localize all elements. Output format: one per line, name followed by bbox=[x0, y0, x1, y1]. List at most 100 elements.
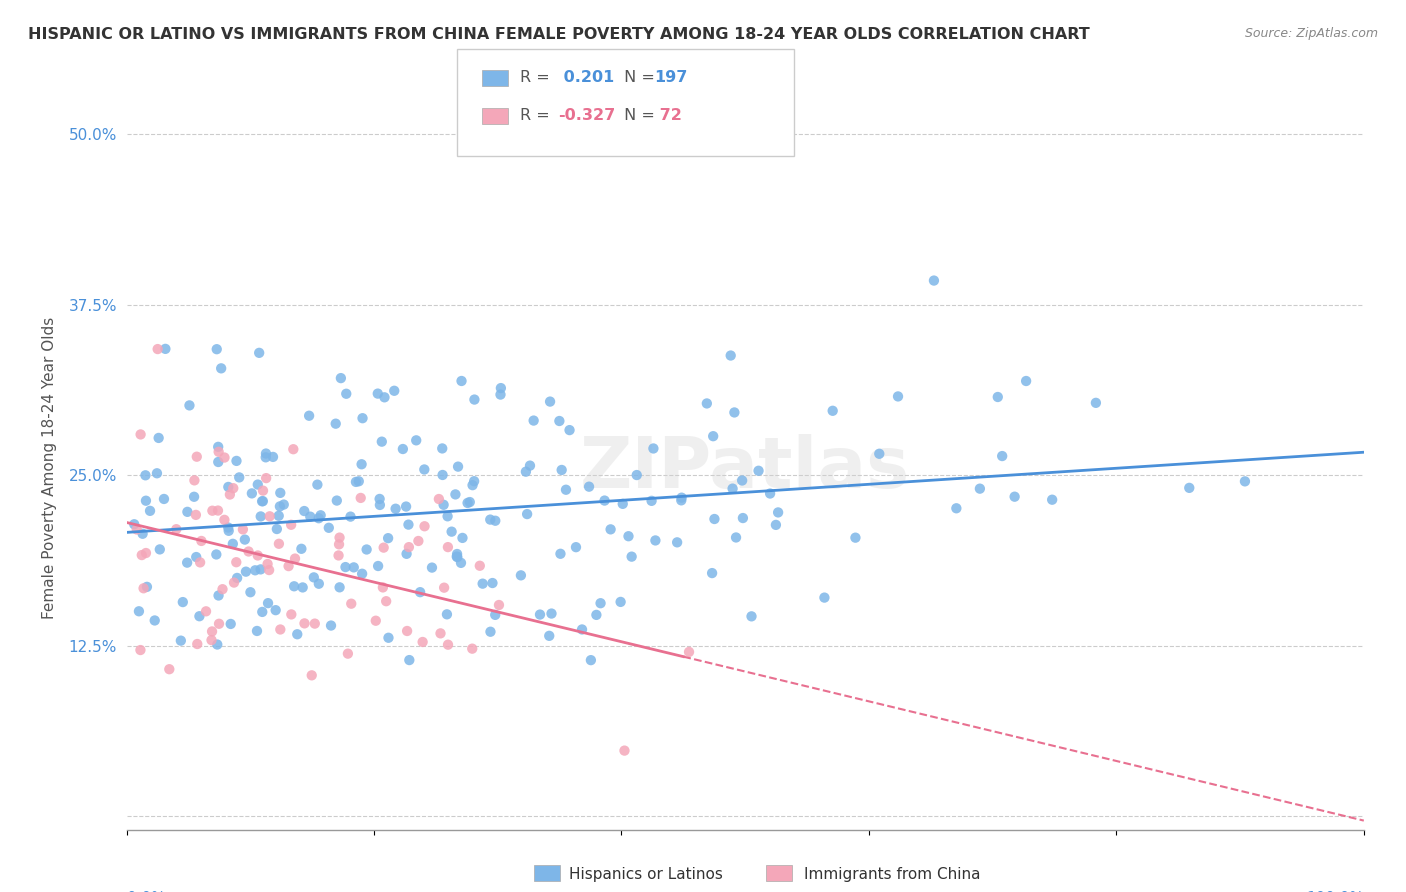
Point bbox=[457, 496, 479, 510]
Point bbox=[319, 618, 342, 632]
Point bbox=[666, 535, 689, 549]
Point bbox=[252, 483, 274, 498]
Point bbox=[436, 607, 458, 622]
Point bbox=[186, 549, 208, 564]
Point bbox=[291, 581, 314, 595]
Point bbox=[269, 486, 291, 500]
Point bbox=[170, 633, 193, 648]
Point bbox=[205, 342, 228, 356]
Point bbox=[302, 570, 325, 584]
Text: 197: 197 bbox=[654, 70, 688, 85]
Text: HISPANIC OR LATINO VS IMMIGRANTS FROM CHINA FEMALE POVERTY AMONG 18-24 YEAR OLDS: HISPANIC OR LATINO VS IMMIGRANTS FROM CH… bbox=[28, 27, 1090, 42]
Point bbox=[548, 414, 571, 428]
Point bbox=[340, 597, 363, 611]
Point bbox=[408, 533, 430, 548]
Point bbox=[579, 653, 602, 667]
Point bbox=[458, 495, 481, 509]
Point bbox=[269, 623, 291, 637]
Point bbox=[868, 447, 890, 461]
Point bbox=[550, 547, 572, 561]
Point bbox=[290, 541, 312, 556]
Point bbox=[382, 384, 405, 398]
Point bbox=[329, 580, 352, 594]
Text: ZIPatlas: ZIPatlas bbox=[581, 434, 910, 503]
Y-axis label: Female Poverty Among 18-24 Year Olds: Female Poverty Among 18-24 Year Olds bbox=[42, 318, 58, 619]
Point bbox=[446, 547, 468, 561]
Point bbox=[405, 434, 427, 448]
Text: N =: N = bbox=[619, 109, 659, 123]
Point bbox=[339, 509, 361, 524]
Text: R =: R = bbox=[520, 70, 555, 85]
Point bbox=[1040, 492, 1063, 507]
Point bbox=[484, 514, 506, 528]
Point bbox=[292, 504, 315, 518]
Point bbox=[571, 623, 593, 637]
Point bbox=[301, 668, 323, 682]
Point bbox=[447, 459, 470, 474]
Point bbox=[240, 486, 263, 500]
Point bbox=[285, 627, 308, 641]
Point bbox=[176, 556, 198, 570]
Point bbox=[218, 524, 240, 538]
Point bbox=[723, 405, 745, 419]
Point bbox=[201, 504, 224, 518]
Point bbox=[267, 508, 290, 523]
Point bbox=[384, 501, 406, 516]
Point bbox=[516, 507, 538, 521]
Point bbox=[247, 346, 270, 360]
Point bbox=[135, 546, 157, 560]
Point bbox=[446, 549, 468, 564]
Point bbox=[179, 398, 201, 412]
Point bbox=[208, 616, 231, 631]
Point bbox=[364, 614, 387, 628]
Point bbox=[343, 560, 366, 574]
Point bbox=[350, 457, 373, 471]
Point bbox=[540, 607, 562, 621]
Point bbox=[307, 477, 329, 491]
Point bbox=[304, 616, 326, 631]
Point bbox=[225, 555, 247, 569]
Point bbox=[264, 603, 287, 617]
Point bbox=[377, 531, 399, 545]
Text: Immigrants from China: Immigrants from China bbox=[804, 867, 981, 881]
Point bbox=[969, 482, 991, 496]
Point bbox=[550, 463, 572, 477]
Point bbox=[463, 474, 485, 488]
Point bbox=[437, 540, 460, 554]
Point bbox=[267, 537, 290, 551]
Point bbox=[308, 511, 330, 525]
Point bbox=[205, 548, 228, 562]
Point bbox=[444, 487, 467, 501]
Point bbox=[593, 493, 616, 508]
Point bbox=[257, 563, 280, 577]
Point bbox=[765, 517, 787, 532]
Point bbox=[412, 635, 434, 649]
Point bbox=[429, 626, 451, 640]
Point bbox=[489, 387, 512, 401]
Point bbox=[450, 374, 472, 388]
Point bbox=[433, 581, 456, 595]
Point bbox=[165, 522, 187, 536]
Point bbox=[991, 449, 1014, 463]
Point bbox=[529, 607, 551, 622]
Point bbox=[1178, 481, 1201, 495]
Point bbox=[298, 409, 321, 423]
Point bbox=[392, 442, 415, 456]
Point bbox=[585, 607, 607, 622]
Point bbox=[367, 386, 389, 401]
Point bbox=[139, 504, 162, 518]
Point bbox=[409, 585, 432, 599]
Point bbox=[336, 647, 359, 661]
Point bbox=[620, 549, 643, 564]
Point bbox=[214, 450, 236, 465]
Point bbox=[373, 390, 395, 404]
Point bbox=[479, 624, 502, 639]
Point bbox=[122, 517, 145, 532]
Point bbox=[200, 633, 222, 648]
Point bbox=[640, 493, 662, 508]
Point bbox=[250, 494, 273, 508]
Point bbox=[461, 478, 484, 492]
Point bbox=[987, 390, 1010, 404]
Point bbox=[368, 491, 391, 506]
Point bbox=[671, 491, 693, 505]
